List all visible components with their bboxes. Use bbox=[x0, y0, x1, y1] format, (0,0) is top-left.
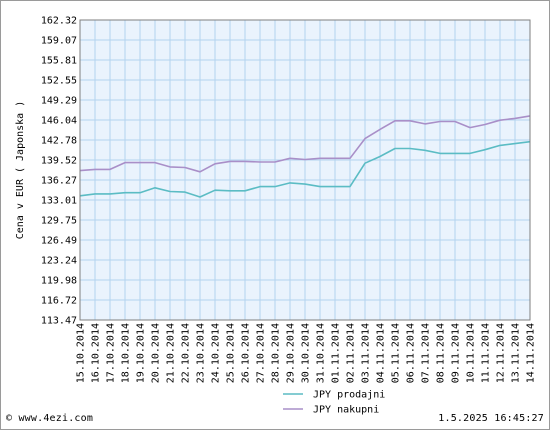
x-tick-label: 17.10.2014 bbox=[106, 323, 117, 383]
x-tick-label: 11.11.2014 bbox=[481, 323, 492, 383]
y-tick-label: 119.98 bbox=[41, 276, 77, 287]
x-tick-label: 16.10.2014 bbox=[91, 323, 102, 383]
x-tick-label: 05.11.2014 bbox=[391, 323, 402, 383]
x-tick-label: 08.11.2014 bbox=[436, 323, 447, 383]
legend-label-1: JPY prodajni bbox=[313, 390, 385, 401]
y-tick-label: 155.81 bbox=[41, 56, 77, 67]
x-tick-label: 30.10.2014 bbox=[301, 323, 312, 383]
x-tick-label: 31.10.2014 bbox=[316, 323, 327, 383]
y-tick-label: 126.49 bbox=[41, 236, 77, 247]
x-tick-label: 06.11.2014 bbox=[406, 323, 417, 383]
x-tick-label: 02.11.2014 bbox=[346, 323, 357, 383]
series-line-1 bbox=[79, 140, 531, 198]
x-tick-label: 25.10.2014 bbox=[226, 323, 237, 383]
x-tick-label: 19.10.2014 bbox=[136, 323, 147, 383]
series-group bbox=[79, 115, 531, 198]
x-tick-label: 27.10.2014 bbox=[256, 323, 267, 383]
x-tick-label: 18.10.2014 bbox=[121, 323, 132, 383]
x-tick-label: 12.11.2014 bbox=[496, 323, 507, 383]
copyright-text: © www.4ezi.com bbox=[6, 413, 94, 424]
y-tick-label: 159.07 bbox=[41, 36, 77, 47]
y-tick-label: 146.04 bbox=[41, 116, 77, 127]
x-tick-label: 23.10.2014 bbox=[196, 323, 207, 383]
x-tick-label: 07.11.2014 bbox=[421, 323, 432, 383]
y-tick-label: 123.24 bbox=[41, 256, 77, 267]
y-tick-label: 136.27 bbox=[41, 176, 77, 187]
x-tick-label: 04.11.2014 bbox=[376, 323, 387, 383]
x-tick-label: 01.11.2014 bbox=[331, 323, 342, 383]
y-tick-label: 133.01 bbox=[41, 196, 77, 207]
x-tick-label: 28.10.2014 bbox=[271, 323, 282, 383]
y-tick-label: 142.78 bbox=[41, 136, 77, 147]
legend: JPY prodajni JPY nakupni bbox=[283, 390, 385, 416]
legend-label-2: JPY nakupni bbox=[313, 405, 379, 416]
x-tick-label: 21.10.2014 bbox=[166, 323, 177, 383]
x-tick-label: 26.10.2014 bbox=[241, 323, 252, 383]
y-tick-label: 129.75 bbox=[41, 216, 77, 227]
x-tick-label: 22.10.2014 bbox=[181, 323, 192, 383]
y-tick-label: 116.72 bbox=[41, 296, 77, 307]
x-tick-label: 14.11.2014 bbox=[526, 323, 537, 383]
x-tick-label: 29.10.2014 bbox=[286, 323, 297, 383]
y-tick-label: 162.32 bbox=[41, 16, 77, 27]
x-tick-label: 13.11.2014 bbox=[511, 323, 522, 383]
y-tick-label: 113.47 bbox=[41, 316, 77, 327]
series-line-2 bbox=[79, 115, 531, 173]
x-tick-label: 03.11.2014 bbox=[361, 323, 372, 383]
y-tick-label: 149.29 bbox=[41, 96, 77, 107]
x-axis: 15.10.2014 16.10.2014 17.10.2014 18.10.2014… bbox=[76, 323, 537, 383]
x-tick-label: 10.11.2014 bbox=[466, 323, 477, 383]
x-tick-label: 15.10.2014 bbox=[76, 323, 87, 383]
x-tick-label: 09.11.2014 bbox=[451, 323, 462, 383]
y-axis-label: Cena v EUR ( Japonska ) bbox=[15, 101, 26, 239]
timestamp-text: 1.5.2025 16:45:27 bbox=[438, 413, 544, 424]
y-axis: 113.47 116.72 119.98 123.24 126.49 129.75 133.… bbox=[41, 16, 77, 327]
y-tick-label: 139.52 bbox=[41, 156, 77, 167]
x-tick-label: 24.10.2014 bbox=[211, 323, 222, 383]
x-tick-label: 20.10.2014 bbox=[151, 323, 162, 383]
y-tick-label: 152.55 bbox=[41, 76, 77, 87]
plot-border bbox=[79, 19, 531, 321]
